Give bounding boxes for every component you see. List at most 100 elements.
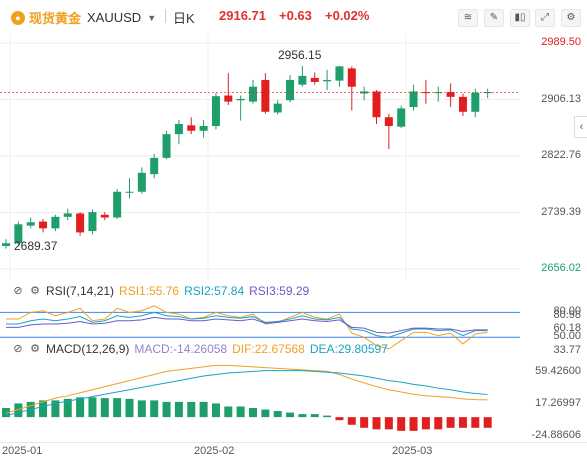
candle-body	[273, 103, 282, 113]
dif-line	[5, 364, 488, 414]
rsi3-value: RSI3:59.29	[249, 284, 310, 298]
rsi-axis-label: 60.18	[553, 321, 581, 334]
macd-histogram-bar	[335, 417, 344, 421]
macd-histogram-bar	[323, 415, 332, 418]
toolbar-right: ⤢ ⚙	[535, 9, 581, 27]
dea-line	[5, 370, 488, 417]
macd-histogram-bar	[286, 412, 295, 418]
macd-histogram-bar	[125, 398, 134, 418]
candle-body	[249, 86, 257, 102]
indicator-icon[interactable]: ≋	[458, 9, 478, 27]
candle-body	[397, 108, 406, 127]
candle-body	[14, 224, 23, 244]
dea-value: DEA:29.80597	[309, 342, 388, 356]
macd-histogram-bar	[76, 397, 85, 418]
settings-icon[interactable]: ⚙	[561, 9, 581, 27]
chevron-left-icon[interactable]: ‹	[574, 116, 587, 138]
macd-histogram-bar	[137, 400, 146, 418]
rsi2-line	[6, 311, 488, 338]
candle-body	[261, 79, 270, 112]
macd-histogram-bar	[162, 401, 171, 418]
rsi-axis-label: 50.00	[553, 330, 581, 343]
candle-body	[88, 212, 97, 232]
x-tick-label: 2025-02	[194, 445, 235, 457]
settings-icon[interactable]: ⚙	[30, 343, 40, 355]
macd-histogram-bar	[88, 397, 97, 418]
candle-body	[236, 98, 245, 101]
x-tick-label: 2025-01	[2, 445, 43, 457]
symbol-name: 现货黄金	[29, 11, 82, 26]
macd-axis-label: 59.42600	[535, 364, 581, 377]
price-change-pct: +0.02%	[325, 8, 370, 23]
candle-body	[335, 66, 344, 81]
candle-body	[63, 213, 72, 217]
x-tick-label: 2025-03	[392, 445, 433, 457]
symbol-selector[interactable]: ● 现货黄金 XAUUSD ▼	[11, 8, 156, 27]
last-price: 2916.71	[219, 8, 266, 23]
macd-title: MACD(12,26,9)	[46, 342, 130, 356]
macd-histogram-bar	[434, 417, 443, 430]
chevron-down-icon: ▼	[147, 12, 157, 23]
candle-body	[310, 77, 319, 82]
macd-axis-label: -24.88606	[531, 429, 581, 442]
price-axis-label: 2989.50	[541, 36, 581, 48]
macd-histogram-bar	[63, 398, 72, 418]
macd-histogram-bar	[14, 403, 23, 418]
rsi-chart[interactable]	[0, 300, 587, 364]
candle-body	[2, 243, 10, 246]
gold-logo-icon: ●	[11, 10, 25, 25]
candle-body	[409, 91, 418, 108]
macd-value: MACD:-14.26058	[134, 342, 228, 356]
rsi2-value: RSI2:57.84	[184, 284, 245, 298]
macd-histogram-bar	[458, 417, 467, 428]
settings-icon[interactable]: ⚙	[30, 285, 40, 297]
header-divider	[165, 9, 166, 23]
macd-header: ⊘ ⚙ MACD(12,26,9) MACD:-14.26058 DIF:22.…	[12, 342, 388, 356]
high-price-label: 2956.15	[278, 47, 322, 62]
macd-histogram-bar	[100, 398, 109, 418]
candle-body	[51, 216, 60, 229]
macd-histogram-bar	[236, 406, 245, 418]
macd-histogram-bar	[39, 400, 48, 418]
candle-body	[174, 123, 183, 135]
candle-body	[187, 125, 196, 131]
candle-body	[347, 68, 356, 87]
candlestick-chart[interactable]	[0, 34, 587, 280]
x-axis: 2025-01 2025-02 2025-03	[0, 442, 587, 462]
rsi-axis-label: 33.77	[553, 343, 581, 356]
macd-histogram-bar	[298, 414, 307, 418]
eye-off-icon[interactable]: ⊘	[13, 285, 23, 297]
price-axis-label: 2822.76	[541, 149, 581, 161]
candle-body	[286, 79, 295, 101]
candle-body	[421, 92, 430, 94]
candle-body	[471, 92, 480, 112]
macd-histogram-bar	[51, 400, 60, 418]
candle-body	[150, 157, 159, 175]
candle-body	[372, 91, 381, 118]
candle-body	[434, 92, 443, 94]
rsi-title: RSI(7,14,21)	[46, 284, 115, 298]
macd-histogram-bar	[347, 417, 356, 425]
period-selector[interactable]: 日K	[173, 11, 195, 26]
candle-body	[483, 92, 492, 94]
macd-histogram-bar	[372, 417, 381, 430]
candle-body	[211, 96, 220, 127]
candle-body	[458, 96, 467, 112]
candle-body	[113, 191, 122, 218]
rsi3-line	[6, 316, 488, 334]
macd-histogram-bar	[310, 414, 319, 418]
candle-body	[137, 172, 146, 192]
rsi-axis-label: 80.98	[553, 308, 581, 321]
fullscreen-icon[interactable]: ⤢	[535, 9, 555, 27]
candle-body	[224, 95, 233, 102]
candle-body	[323, 79, 332, 82]
macd-chart[interactable]	[0, 360, 587, 442]
candle-body	[26, 222, 35, 226]
macd-histogram-bar	[211, 403, 220, 418]
candle-type-icon[interactable]: ▮▯	[510, 9, 530, 27]
macd-histogram-bar	[174, 401, 183, 418]
macd-histogram-bar	[446, 417, 455, 428]
macd-histogram-bar	[261, 409, 270, 418]
eye-off-icon[interactable]: ⊘	[13, 343, 23, 355]
draw-icon[interactable]: ✎	[484, 9, 504, 27]
